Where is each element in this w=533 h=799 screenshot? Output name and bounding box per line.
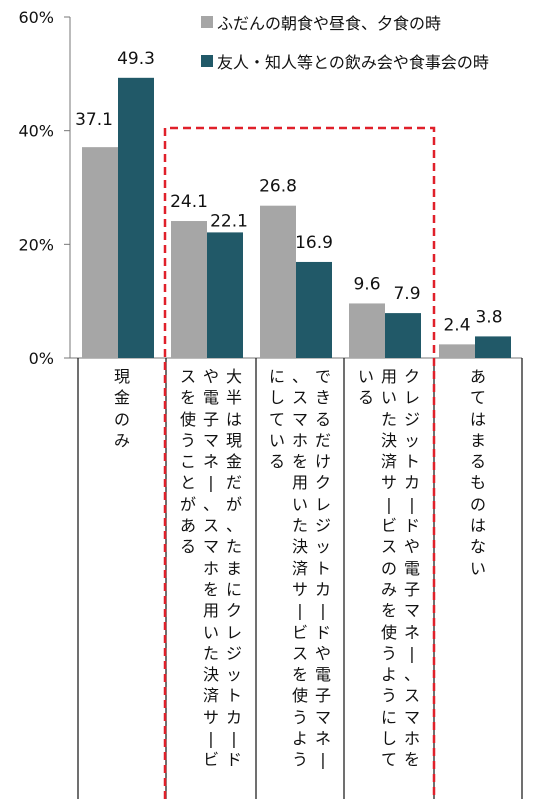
bar-s1-c1 xyxy=(82,147,118,358)
data-label: 22.1 xyxy=(210,211,248,231)
y-tick-label: 60% xyxy=(18,8,54,27)
bar-s2-c2 xyxy=(207,232,243,358)
legend-swatch-2 xyxy=(201,55,213,67)
category-label-3-col-3: にしている xyxy=(268,367,285,472)
category-label-4-col-1: クレジットカ | ドや電子マネ |、スマホを xyxy=(403,367,420,770)
category-label-4-col-3: いる xyxy=(357,367,374,408)
category-label-1-col-1: 現金のみ xyxy=(113,367,130,450)
category-label-5-col-1: あてはまるものはない xyxy=(469,367,486,578)
bar-s1-c5 xyxy=(439,344,475,358)
data-label: 24.1 xyxy=(170,192,208,212)
data-label: 3.8 xyxy=(475,307,502,327)
highlight-box xyxy=(163,126,436,799)
category-label-2-col-2: や電子マネ |、スマホを用いた決済サ | ビ xyxy=(202,367,219,770)
category-label-3-col-2: 、スマホを用いた決済サ | ビスを使うよう xyxy=(291,367,308,770)
data-label: 7.9 xyxy=(393,284,420,304)
bar-s1-c3 xyxy=(260,205,296,358)
category-label-2-col-3: スを使うことがある xyxy=(179,367,196,557)
bar-s2-c4 xyxy=(385,313,421,358)
data-label: 37.1 xyxy=(75,110,113,130)
legend-item-2: 友人・知人等との飲み会や食事会の時 xyxy=(201,49,489,73)
legend-swatch-1 xyxy=(201,16,213,28)
y-tick-label: 40% xyxy=(18,122,54,141)
data-label: 49.3 xyxy=(117,49,155,69)
category-label-3-col-1: できるだけクレジットカ | ドや電子マネ | xyxy=(314,367,331,770)
legend-label-1: ふだんの朝食や昼食、夕食の時 xyxy=(217,14,442,33)
bar-s2-c3 xyxy=(296,261,332,358)
category-label-4-col-2: 用いた決済サ | ビスのみを使うようにして xyxy=(380,367,397,770)
legend-label-2: 友人・知人等との飲み会や食事会の時 xyxy=(217,53,489,72)
data-label: 2.4 xyxy=(443,315,470,335)
y-tick-label: 20% xyxy=(18,235,54,254)
data-label: 16.9 xyxy=(295,233,333,253)
bar-s2-c5 xyxy=(475,336,511,358)
category-label-2-col-1: 大半は現金だが、たまにクレジットカ | ド xyxy=(225,367,242,770)
data-label: 9.6 xyxy=(353,274,380,294)
y-tick-label: 0% xyxy=(29,349,54,368)
data-label: 26.8 xyxy=(259,177,297,197)
bar-s1-c4 xyxy=(349,303,385,358)
legend-item-1: ふだんの朝食や昼食、夕食の時 xyxy=(201,10,441,34)
bar-s1-c2 xyxy=(171,221,207,358)
bar-s2-c1 xyxy=(118,77,154,358)
